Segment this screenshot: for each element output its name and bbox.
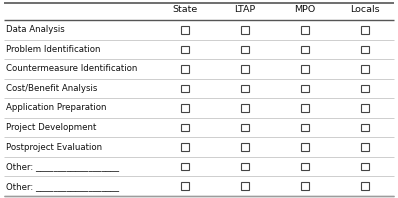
Bar: [181, 85, 189, 92]
Bar: [241, 85, 249, 92]
Text: Other: ___________________: Other: ___________________: [6, 182, 119, 191]
Text: Project Development: Project Development: [6, 123, 96, 132]
Bar: [361, 85, 369, 92]
Bar: [361, 124, 369, 131]
Text: Countermeasure Identification: Countermeasure Identification: [6, 64, 137, 73]
Bar: [361, 26, 369, 33]
Bar: [181, 65, 189, 73]
Text: Postproject Evaluation: Postproject Evaluation: [6, 143, 102, 152]
Bar: [361, 143, 369, 151]
Bar: [181, 124, 189, 131]
Text: Locals: Locals: [350, 6, 380, 14]
Bar: [361, 46, 369, 53]
Text: LTAP: LTAP: [234, 6, 256, 14]
Bar: [181, 143, 189, 151]
Bar: [301, 26, 309, 33]
Bar: [181, 26, 189, 33]
Bar: [301, 65, 309, 73]
Bar: [241, 163, 249, 170]
Bar: [361, 183, 369, 190]
Bar: [361, 65, 369, 73]
Bar: [241, 46, 249, 53]
Bar: [361, 163, 369, 170]
Bar: [301, 183, 309, 190]
Bar: [181, 104, 189, 112]
Bar: [301, 104, 309, 112]
Text: Cost/Benefit Analysis: Cost/Benefit Analysis: [6, 84, 98, 93]
Bar: [181, 183, 189, 190]
Bar: [241, 65, 249, 73]
Bar: [181, 46, 189, 53]
Text: Other: ___________________: Other: ___________________: [6, 162, 119, 171]
Text: Problem Identification: Problem Identification: [6, 45, 101, 54]
Bar: [241, 104, 249, 112]
Bar: [181, 163, 189, 170]
Bar: [241, 124, 249, 131]
Bar: [241, 183, 249, 190]
Bar: [301, 46, 309, 53]
Bar: [301, 163, 309, 170]
Bar: [241, 26, 249, 33]
Bar: [301, 85, 309, 92]
Bar: [241, 143, 249, 151]
Bar: [361, 104, 369, 112]
Text: Application Preparation: Application Preparation: [6, 104, 107, 112]
Text: Data Analysis: Data Analysis: [6, 25, 65, 34]
Bar: [301, 124, 309, 131]
Text: State: State: [172, 6, 198, 14]
Bar: [301, 143, 309, 151]
Text: MPO: MPO: [295, 6, 316, 14]
